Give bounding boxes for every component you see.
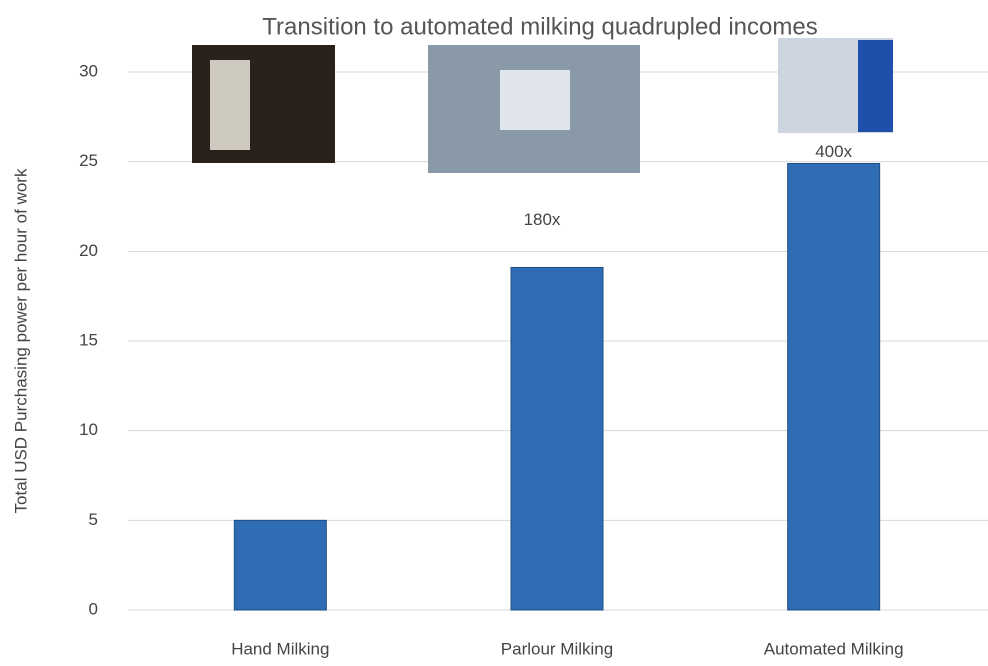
y-tick-label: 25 [79,151,98,170]
x-tick-label: Hand Milking [231,639,329,658]
chart-title: Transition to automated milking quadrupl… [262,13,817,40]
bar [234,520,326,610]
y-tick-label: 20 [79,241,98,260]
page: Transition to automated milking quadrupl… [0,0,988,666]
x-tick-label: Automated Milking [764,639,904,658]
y-axis-label: Total USD Purchasing power per hour of w… [11,168,30,513]
photo-detail [500,70,570,130]
chart: Transition to automated milking quadrupl… [0,0,988,666]
y-tick-label: 30 [79,61,98,80]
y-tick-label: 0 [89,599,98,618]
bar [788,163,880,610]
bar [511,267,603,610]
annotation: 180x [524,210,561,229]
y-tick-label: 5 [89,510,98,529]
photo-detail [210,60,250,150]
y-tick-label: 10 [79,420,98,439]
annotation: 400x [815,142,852,161]
photos [192,38,893,173]
photo-detail [858,40,893,132]
y-tick-label: 15 [79,330,98,349]
x-tick-label: Parlour Milking [501,639,613,658]
